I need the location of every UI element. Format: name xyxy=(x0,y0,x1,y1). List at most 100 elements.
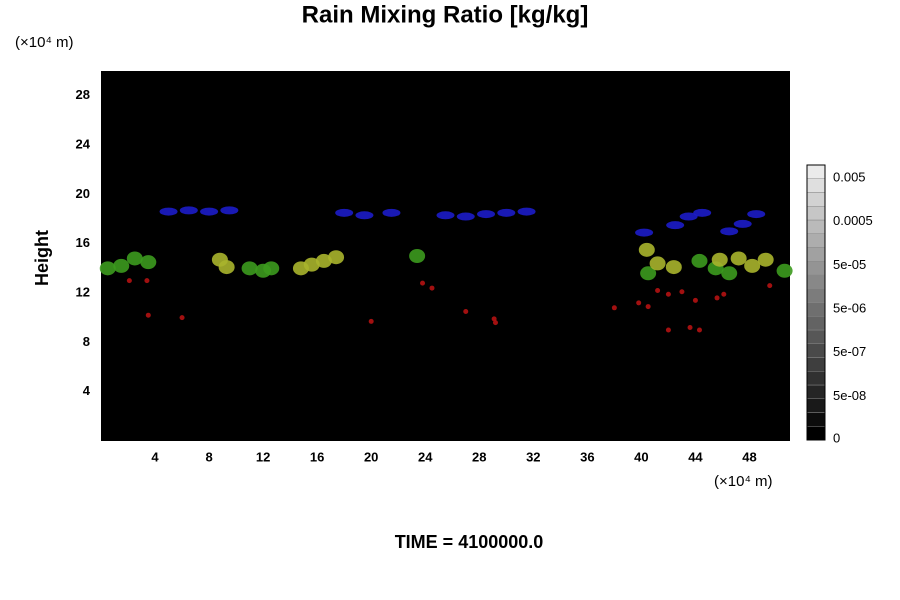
rain-feature xyxy=(126,251,143,266)
x-tick-label: 8 xyxy=(205,449,212,464)
colorbar-step xyxy=(806,329,826,344)
rain-feature xyxy=(144,278,150,284)
colorbar-step xyxy=(806,178,826,193)
rain-feature xyxy=(721,291,727,297)
colorbar-step xyxy=(806,192,826,207)
colorbar-step xyxy=(806,384,826,399)
rain-feature xyxy=(767,283,773,289)
colorbar-tick-label: 5e-07 xyxy=(833,344,866,359)
rain-feature xyxy=(730,251,747,266)
rain-feature xyxy=(477,210,496,219)
rain-feature xyxy=(303,257,320,272)
y-tick-label: 16 xyxy=(76,235,90,250)
rain-feature xyxy=(645,304,651,310)
rain-feature xyxy=(409,249,426,263)
x-tick-label: 16 xyxy=(310,449,324,464)
y-tick-label: 24 xyxy=(76,136,91,151)
rain-feature xyxy=(747,210,766,219)
rain-feature xyxy=(635,228,654,237)
rain-feature xyxy=(200,207,219,216)
rain-feature xyxy=(655,288,661,294)
colorbar-step xyxy=(806,398,826,413)
rain-feature xyxy=(315,253,332,268)
x-tick-label: 28 xyxy=(472,449,486,464)
rain-feature xyxy=(721,266,738,281)
colorbar-step xyxy=(806,288,826,303)
colorbar-tick-label: 0.005 xyxy=(833,170,866,185)
colorbar-tick-label: 5e-06 xyxy=(833,301,866,316)
colorbar-step xyxy=(806,219,826,234)
rain-feature xyxy=(368,318,374,324)
rain-feature xyxy=(420,280,426,286)
x-tick-label: 48 xyxy=(742,449,756,464)
rain-feature xyxy=(463,309,469,314)
colorbar-step xyxy=(806,206,826,221)
rain-feature xyxy=(126,278,132,284)
rain-feature xyxy=(640,266,657,281)
x-tick-label: 36 xyxy=(580,449,594,464)
x-tick-label: 12 xyxy=(256,449,270,464)
rain-feature xyxy=(517,207,536,216)
colorbar-step xyxy=(806,343,826,358)
colorbar-step xyxy=(806,412,826,427)
colorbar-tick-label: 0.0005 xyxy=(833,213,873,228)
x-tick-label: 24 xyxy=(418,449,433,464)
x-tick-label: 32 xyxy=(526,449,540,464)
rain-feature xyxy=(720,227,739,236)
time-annotation: TIME = 4100000.0 xyxy=(395,532,544,552)
x-tick-label: 20 xyxy=(364,449,378,464)
rain-feature xyxy=(611,305,617,311)
rain-feature xyxy=(99,261,116,276)
rain-feature xyxy=(692,297,698,303)
colorbar-step xyxy=(806,316,826,331)
rain-feature xyxy=(649,256,666,271)
rain-feature xyxy=(355,211,374,220)
rain-feature xyxy=(711,252,728,267)
colorbar-tick-label: 5e-05 xyxy=(833,257,866,272)
rain-feature xyxy=(497,208,516,217)
rain-feature xyxy=(693,208,712,217)
rain-feature xyxy=(636,300,642,306)
y-tick-label: 12 xyxy=(76,284,90,299)
x-tick-label: 40 xyxy=(634,449,648,464)
y-tick-label: 28 xyxy=(76,87,90,102)
x-tick-label: 4 xyxy=(151,449,159,464)
rain-feature xyxy=(159,207,178,216)
rain-feature xyxy=(679,289,685,295)
colorbar-step xyxy=(806,302,826,317)
rain-feature xyxy=(714,295,720,301)
rain-feature xyxy=(140,255,157,270)
colorbar-step xyxy=(806,426,826,441)
colorbar-step xyxy=(806,371,826,386)
plot-area xyxy=(101,71,790,441)
rain-feature xyxy=(382,208,401,217)
rain-feature xyxy=(638,242,655,257)
chart-title: Rain Mixing Ratio [kg/kg] xyxy=(302,1,589,28)
colorbar-tick-label: 5e-08 xyxy=(833,388,866,403)
rain-feature xyxy=(492,320,498,326)
colorbar-step xyxy=(806,233,826,248)
y-tick-label: 8 xyxy=(83,334,90,349)
colorbar-frame xyxy=(806,164,826,441)
rain-feature xyxy=(145,312,151,318)
rain-feature xyxy=(687,325,693,331)
x-tick-label: 44 xyxy=(688,449,703,464)
rain-feature xyxy=(691,253,708,268)
rain-feature xyxy=(241,261,258,276)
rain-feature xyxy=(679,212,698,221)
rain-feature xyxy=(456,212,475,221)
rain-feature xyxy=(776,263,793,278)
rain-feature xyxy=(733,219,752,228)
rain-feature xyxy=(744,258,761,273)
rain-feature xyxy=(665,291,671,297)
y-unit-label: (×10⁴ m) xyxy=(15,34,74,51)
rain-feature xyxy=(429,285,435,291)
rain-feature xyxy=(335,208,354,217)
x-unit-label: (×10⁴ m) xyxy=(714,473,773,490)
colorbar-step xyxy=(806,274,826,289)
y-tick-label: 4 xyxy=(83,383,91,398)
rain-feature xyxy=(179,206,198,215)
rain-feature xyxy=(218,260,235,275)
colorbar-step xyxy=(806,261,826,276)
